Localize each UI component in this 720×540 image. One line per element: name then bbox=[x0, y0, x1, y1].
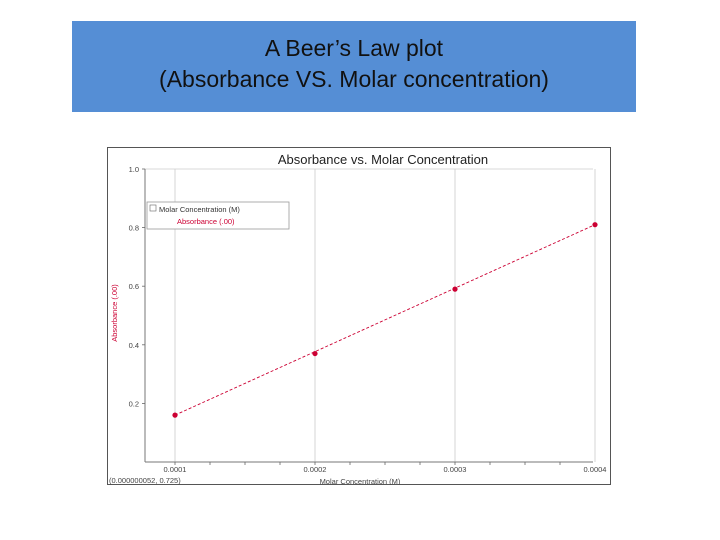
legend: Molar Concentration (M) Absorbance (.00) bbox=[146, 201, 290, 230]
x-axis-ticks: 0.0001 0.0002 0.0003 0.0004 bbox=[164, 462, 607, 474]
x-tick-label: 0.0001 bbox=[164, 465, 187, 474]
y-tick-label: 0.4 bbox=[129, 341, 139, 350]
x-tick-label: 0.0002 bbox=[304, 465, 327, 474]
series-line bbox=[174, 224, 596, 416]
y-tick-label: 0.8 bbox=[129, 224, 139, 233]
slide-title-line-2: (Absorbance VS. Molar concentration) bbox=[159, 66, 549, 92]
plot-frame: Absorbance vs. Molar Concentration 0.000… bbox=[107, 147, 611, 486]
chart-title: Absorbance vs. Molar Concentration bbox=[278, 152, 488, 167]
y-axis-ticks: 0.2 0.4 0.6 0.8 1.0 bbox=[129, 165, 145, 408]
x-axis-label: Molar Concentration (M) bbox=[320, 477, 401, 485]
legend-box bbox=[146, 201, 290, 230]
data-series bbox=[172, 222, 598, 418]
data-point[interactable] bbox=[592, 222, 598, 228]
coordinate-readout: (0.000000052, 0.725) bbox=[109, 476, 181, 485]
slide-title-line-1: A Beer’s Law plot bbox=[264, 35, 444, 61]
data-point[interactable] bbox=[312, 350, 318, 357]
y-tick-label: 0.6 bbox=[129, 282, 139, 291]
slide-title: A Beer’s Law plot (Absorbance VS. Molar … bbox=[72, 33, 636, 95]
absorbance-chart: Absorbance vs. Molar Concentration 0.000… bbox=[107, 147, 611, 486]
title-banner bbox=[72, 21, 636, 112]
legend-line-2: Absorbance (.00) bbox=[177, 217, 235, 226]
legend-checkbox-icon[interactable] bbox=[149, 204, 157, 212]
axes bbox=[144, 169, 593, 463]
y-tick-label: 0.2 bbox=[129, 399, 139, 408]
data-point[interactable] bbox=[452, 286, 458, 292]
legend-line-1: Molar Concentration (M) bbox=[159, 205, 240, 214]
y-axis-label: Absorbance (.00) bbox=[110, 284, 119, 342]
x-tick-label: 0.0004 bbox=[584, 465, 607, 474]
y-tick-label: 1.0 bbox=[129, 165, 139, 174]
x-tick-label: 0.0003 bbox=[444, 465, 467, 474]
data-point[interactable] bbox=[172, 412, 178, 418]
chart-border bbox=[107, 147, 611, 485]
